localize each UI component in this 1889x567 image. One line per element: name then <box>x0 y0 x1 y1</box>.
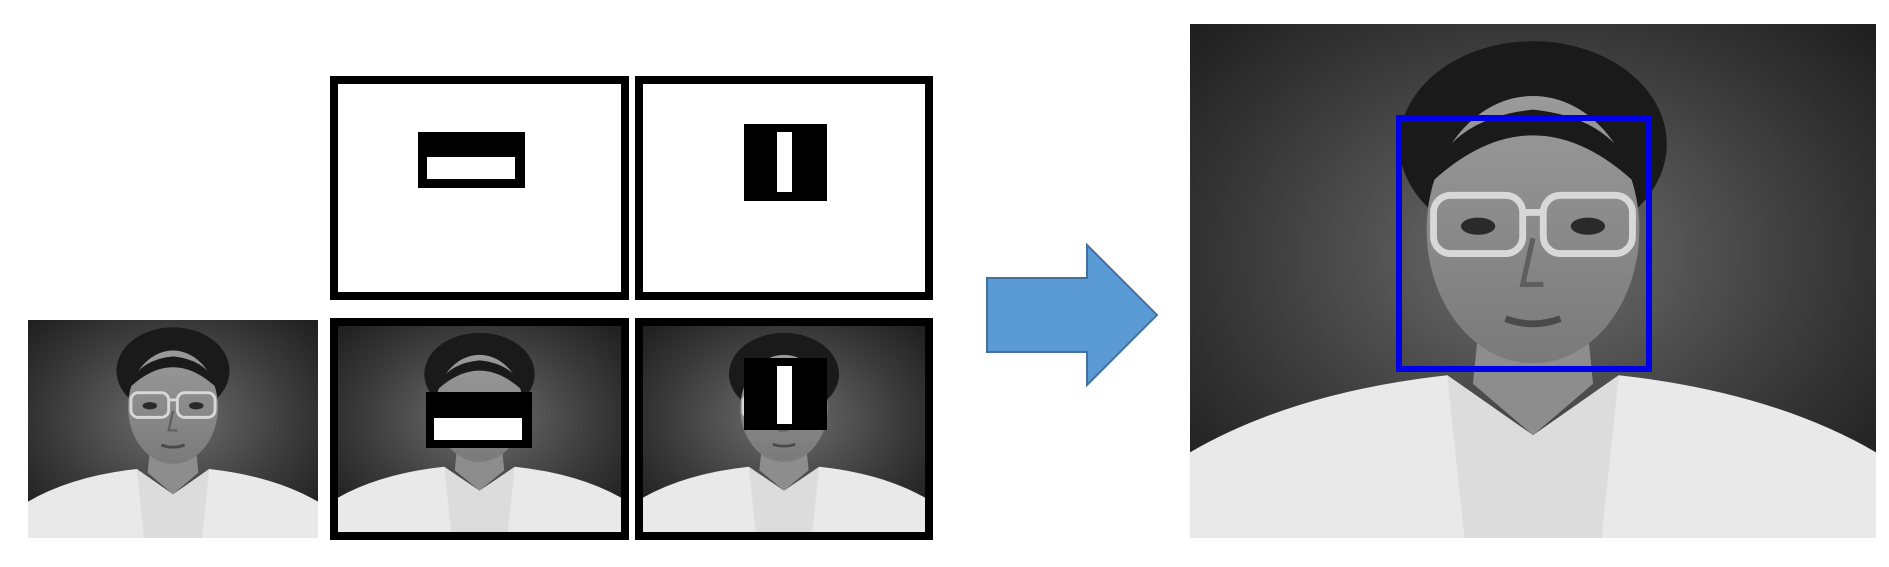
face-detection-box <box>1396 115 1652 372</box>
edge-feature-white-region <box>427 157 515 179</box>
input-face-image <box>28 320 318 538</box>
right-arrow-icon <box>986 243 1159 388</box>
line-feature-white-region <box>777 366 792 424</box>
haar-line-feature-blank <box>635 76 933 300</box>
edge-feature-white-region <box>434 418 522 440</box>
haar-edge-feature-blank <box>330 76 629 300</box>
haar-edge-feature-on-face <box>330 318 629 540</box>
line-feature-white-region <box>777 132 792 192</box>
face-photo-icon <box>28 320 318 538</box>
haar-line-feature-on-face <box>635 318 933 540</box>
